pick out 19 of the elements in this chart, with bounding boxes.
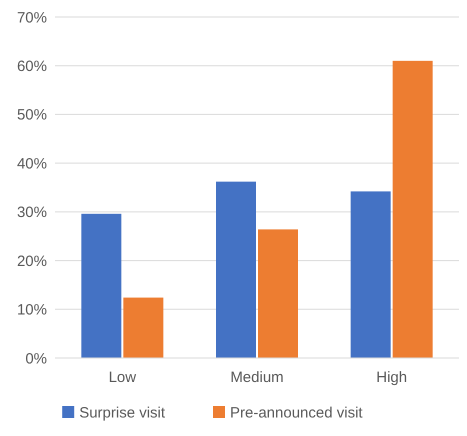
y-tick-label: 0% <box>25 350 47 368</box>
bar <box>216 182 256 358</box>
y-tick-label: 30% <box>16 204 47 222</box>
bar <box>123 298 164 358</box>
y-tick-label: 40% <box>16 155 47 172</box>
x-tick-label: Medium <box>230 369 284 386</box>
x-tick-label: High <box>376 369 408 386</box>
y-tick-label: 50% <box>16 106 47 124</box>
y-tick-label: 70% <box>16 9 47 26</box>
bar <box>350 191 391 358</box>
y-tick-label: 20% <box>16 252 47 270</box>
legend-label: Pre-announced visit <box>230 404 364 422</box>
x-tick-label: Low <box>108 369 136 386</box>
y-tick-label: 10% <box>16 302 47 319</box>
bar <box>258 229 298 358</box>
legend-label: Surprise visit <box>79 404 166 422</box>
bar <box>81 214 122 358</box>
bar <box>392 60 433 358</box>
y-tick-label: 60% <box>16 58 47 75</box>
